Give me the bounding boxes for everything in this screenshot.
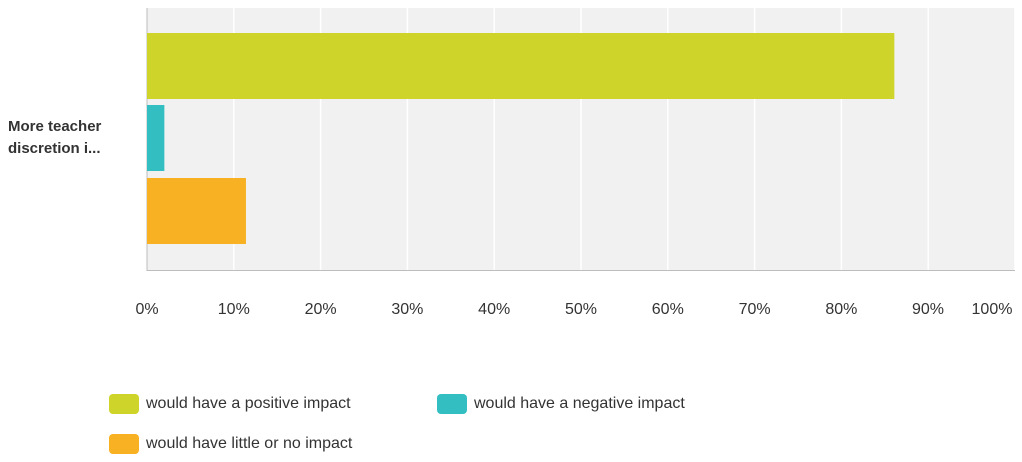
bars bbox=[147, 33, 895, 244]
legend-label-little-or-no: would have little or no impact bbox=[146, 435, 353, 452]
x-tick-labels: 0% 10% 20% 30% 40% 50% 60% 70% 80% 90% 100% bbox=[135, 301, 1012, 318]
legend-item-negative: would have a negative impact bbox=[437, 393, 685, 415]
x-tick-label: 0% bbox=[135, 301, 158, 318]
x-tick-label: 40% bbox=[478, 301, 510, 318]
legend: would have a positive impact would have … bbox=[109, 393, 969, 459]
bar-would-have-a-positive-impact bbox=[147, 33, 895, 99]
x-tick-label: 100% bbox=[972, 301, 1013, 318]
legend-item-little-or-no: would have little or no impact bbox=[109, 433, 352, 455]
x-tick-label: 10% bbox=[218, 301, 250, 318]
x-tick-label: 20% bbox=[305, 301, 337, 318]
bar-would-have-a-negative-impact bbox=[147, 105, 165, 171]
legend-swatch-positive bbox=[109, 394, 139, 414]
legend-swatch-little-or-no bbox=[109, 434, 139, 454]
category-label: More teacher discretion i... bbox=[8, 118, 102, 157]
legend-item-positive: would have a positive impact bbox=[109, 393, 351, 415]
x-tick-label: 90% bbox=[912, 301, 944, 318]
legend-swatch-negative bbox=[437, 394, 467, 414]
legend-label-negative: would have a negative impact bbox=[474, 395, 685, 412]
x-tick-label: 50% bbox=[565, 301, 597, 318]
x-tick-label: 60% bbox=[652, 301, 684, 318]
x-tick-label: 80% bbox=[825, 301, 857, 318]
legend-label-positive: would have a positive impact bbox=[146, 395, 351, 412]
bar-would-have-little-or-no-impact bbox=[147, 178, 246, 244]
x-tick-label: 70% bbox=[739, 301, 771, 318]
x-tick-label: 30% bbox=[391, 301, 423, 318]
